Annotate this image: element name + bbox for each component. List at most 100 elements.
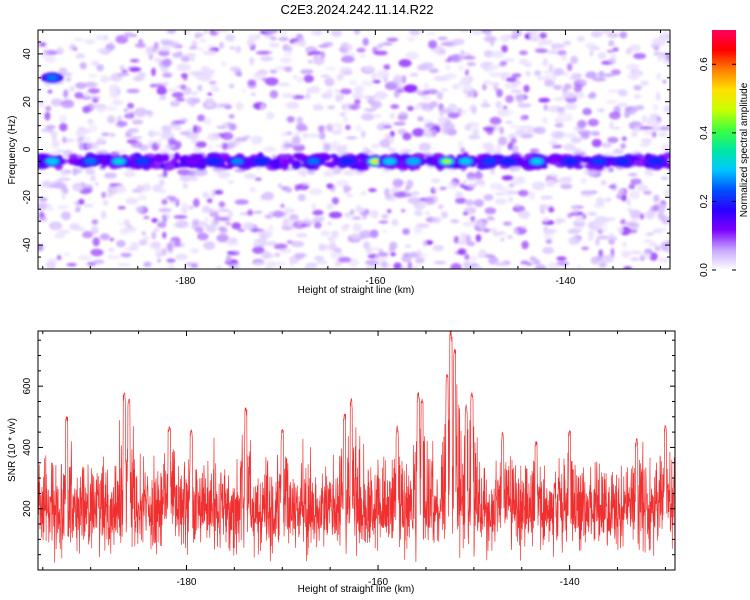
snr-frame [37, 330, 676, 571]
x-tick-label: -140 [555, 276, 575, 287]
noise-cell [198, 38, 207, 43]
noise-cell [65, 76, 72, 82]
x-tick-label: -140 [560, 577, 580, 588]
noise-cell [374, 90, 388, 100]
noise-cell [97, 106, 105, 113]
noise-cell [190, 91, 199, 96]
noise-cell [204, 216, 210, 221]
noise-cell [438, 49, 446, 54]
noise-cell [130, 141, 143, 148]
noise-cell [362, 211, 367, 220]
noise-cell [505, 77, 517, 83]
noise-cell [99, 233, 110, 241]
noise-cell [123, 171, 136, 178]
noise-cell [226, 251, 235, 255]
noise-cell [285, 187, 293, 193]
noise-cell [217, 226, 227, 231]
noise-cell [645, 232, 655, 236]
noise-cell [307, 59, 313, 64]
noise-cell [495, 231, 506, 236]
noise-cell [138, 195, 147, 201]
noise-cell [205, 103, 215, 107]
noise-cell [282, 140, 295, 144]
noise-cell [580, 79, 588, 84]
noise-cell [633, 94, 642, 99]
noise-cell [496, 88, 503, 98]
noise-cell [406, 105, 415, 112]
noise-cell [513, 203, 521, 208]
noise-cell [130, 136, 143, 140]
noise-cell [443, 73, 457, 79]
noise-cell [217, 208, 230, 212]
noise-cell [143, 261, 152, 268]
noise-cell [601, 30, 612, 34]
noise-cell [87, 88, 100, 94]
noise-cell [109, 237, 115, 242]
noise-cell [207, 92, 213, 96]
noise-cell [608, 40, 615, 47]
noise-cell [560, 183, 573, 190]
noise-cell [450, 219, 460, 223]
noise-cell [50, 131, 58, 137]
noise-cell [202, 50, 217, 56]
noise-cell [48, 184, 57, 189]
noise-cell [556, 256, 567, 261]
noise-cell [303, 264, 316, 269]
noise-cell [330, 30, 343, 37]
noise-cell [57, 205, 69, 209]
noise-cell [607, 136, 619, 144]
noise-cell [201, 205, 211, 214]
noise-cell [456, 240, 469, 245]
noise-cell [555, 116, 567, 124]
noise-cell [252, 246, 265, 254]
noise-cell [528, 191, 536, 200]
signal-peak-cell [114, 158, 124, 164]
noise-cell [159, 94, 167, 101]
colorbar: 0.0 0.2 0.4 0.6 Normalized spectral amplitu… [699, 30, 750, 277]
signal-peak-cell [341, 158, 353, 165]
noise-cell [161, 58, 172, 68]
noise-cell [520, 134, 534, 138]
colorbar-tick-label: 0.4 [699, 126, 710, 140]
noise-cell [542, 58, 549, 67]
noise-cell [312, 209, 324, 216]
noise-cell [523, 84, 530, 93]
noise-cell [589, 50, 594, 57]
noise-cell [252, 241, 261, 248]
noise-cell [633, 122, 642, 128]
noise-cell [341, 55, 355, 63]
noise-cell [510, 89, 522, 94]
noise-cell [77, 198, 85, 205]
noise-cell [159, 179, 165, 187]
noise-cell [451, 38, 465, 46]
noise-cell [134, 205, 144, 213]
noise-cell [436, 122, 447, 127]
noise-cell [534, 48, 549, 53]
noise-cell [173, 215, 188, 219]
noise-cell [225, 221, 232, 226]
noise-cell [545, 238, 553, 244]
noise-cell [371, 143, 380, 149]
noise-cell [151, 67, 156, 77]
noise-cell [438, 204, 444, 210]
noise-cell [623, 266, 632, 269]
noise-cell [590, 31, 603, 38]
noise-cell [563, 143, 576, 152]
noise-cell [598, 70, 605, 78]
noise-cell [649, 252, 658, 261]
noise-cell [402, 228, 410, 235]
noise-cell [481, 251, 487, 256]
noise-cell [529, 148, 540, 153]
noise-cell [652, 104, 659, 111]
noise-cell [345, 136, 358, 140]
noise-cell [425, 89, 439, 95]
noise-cell [548, 206, 555, 213]
noise-cell [465, 69, 469, 77]
noise-cell [538, 41, 543, 48]
noise-cell [219, 41, 224, 49]
noise-cell [56, 46, 64, 56]
noise-cell [436, 91, 444, 100]
noise-cell [50, 98, 63, 107]
noise-cell [79, 62, 88, 70]
noise-cell [642, 239, 655, 243]
